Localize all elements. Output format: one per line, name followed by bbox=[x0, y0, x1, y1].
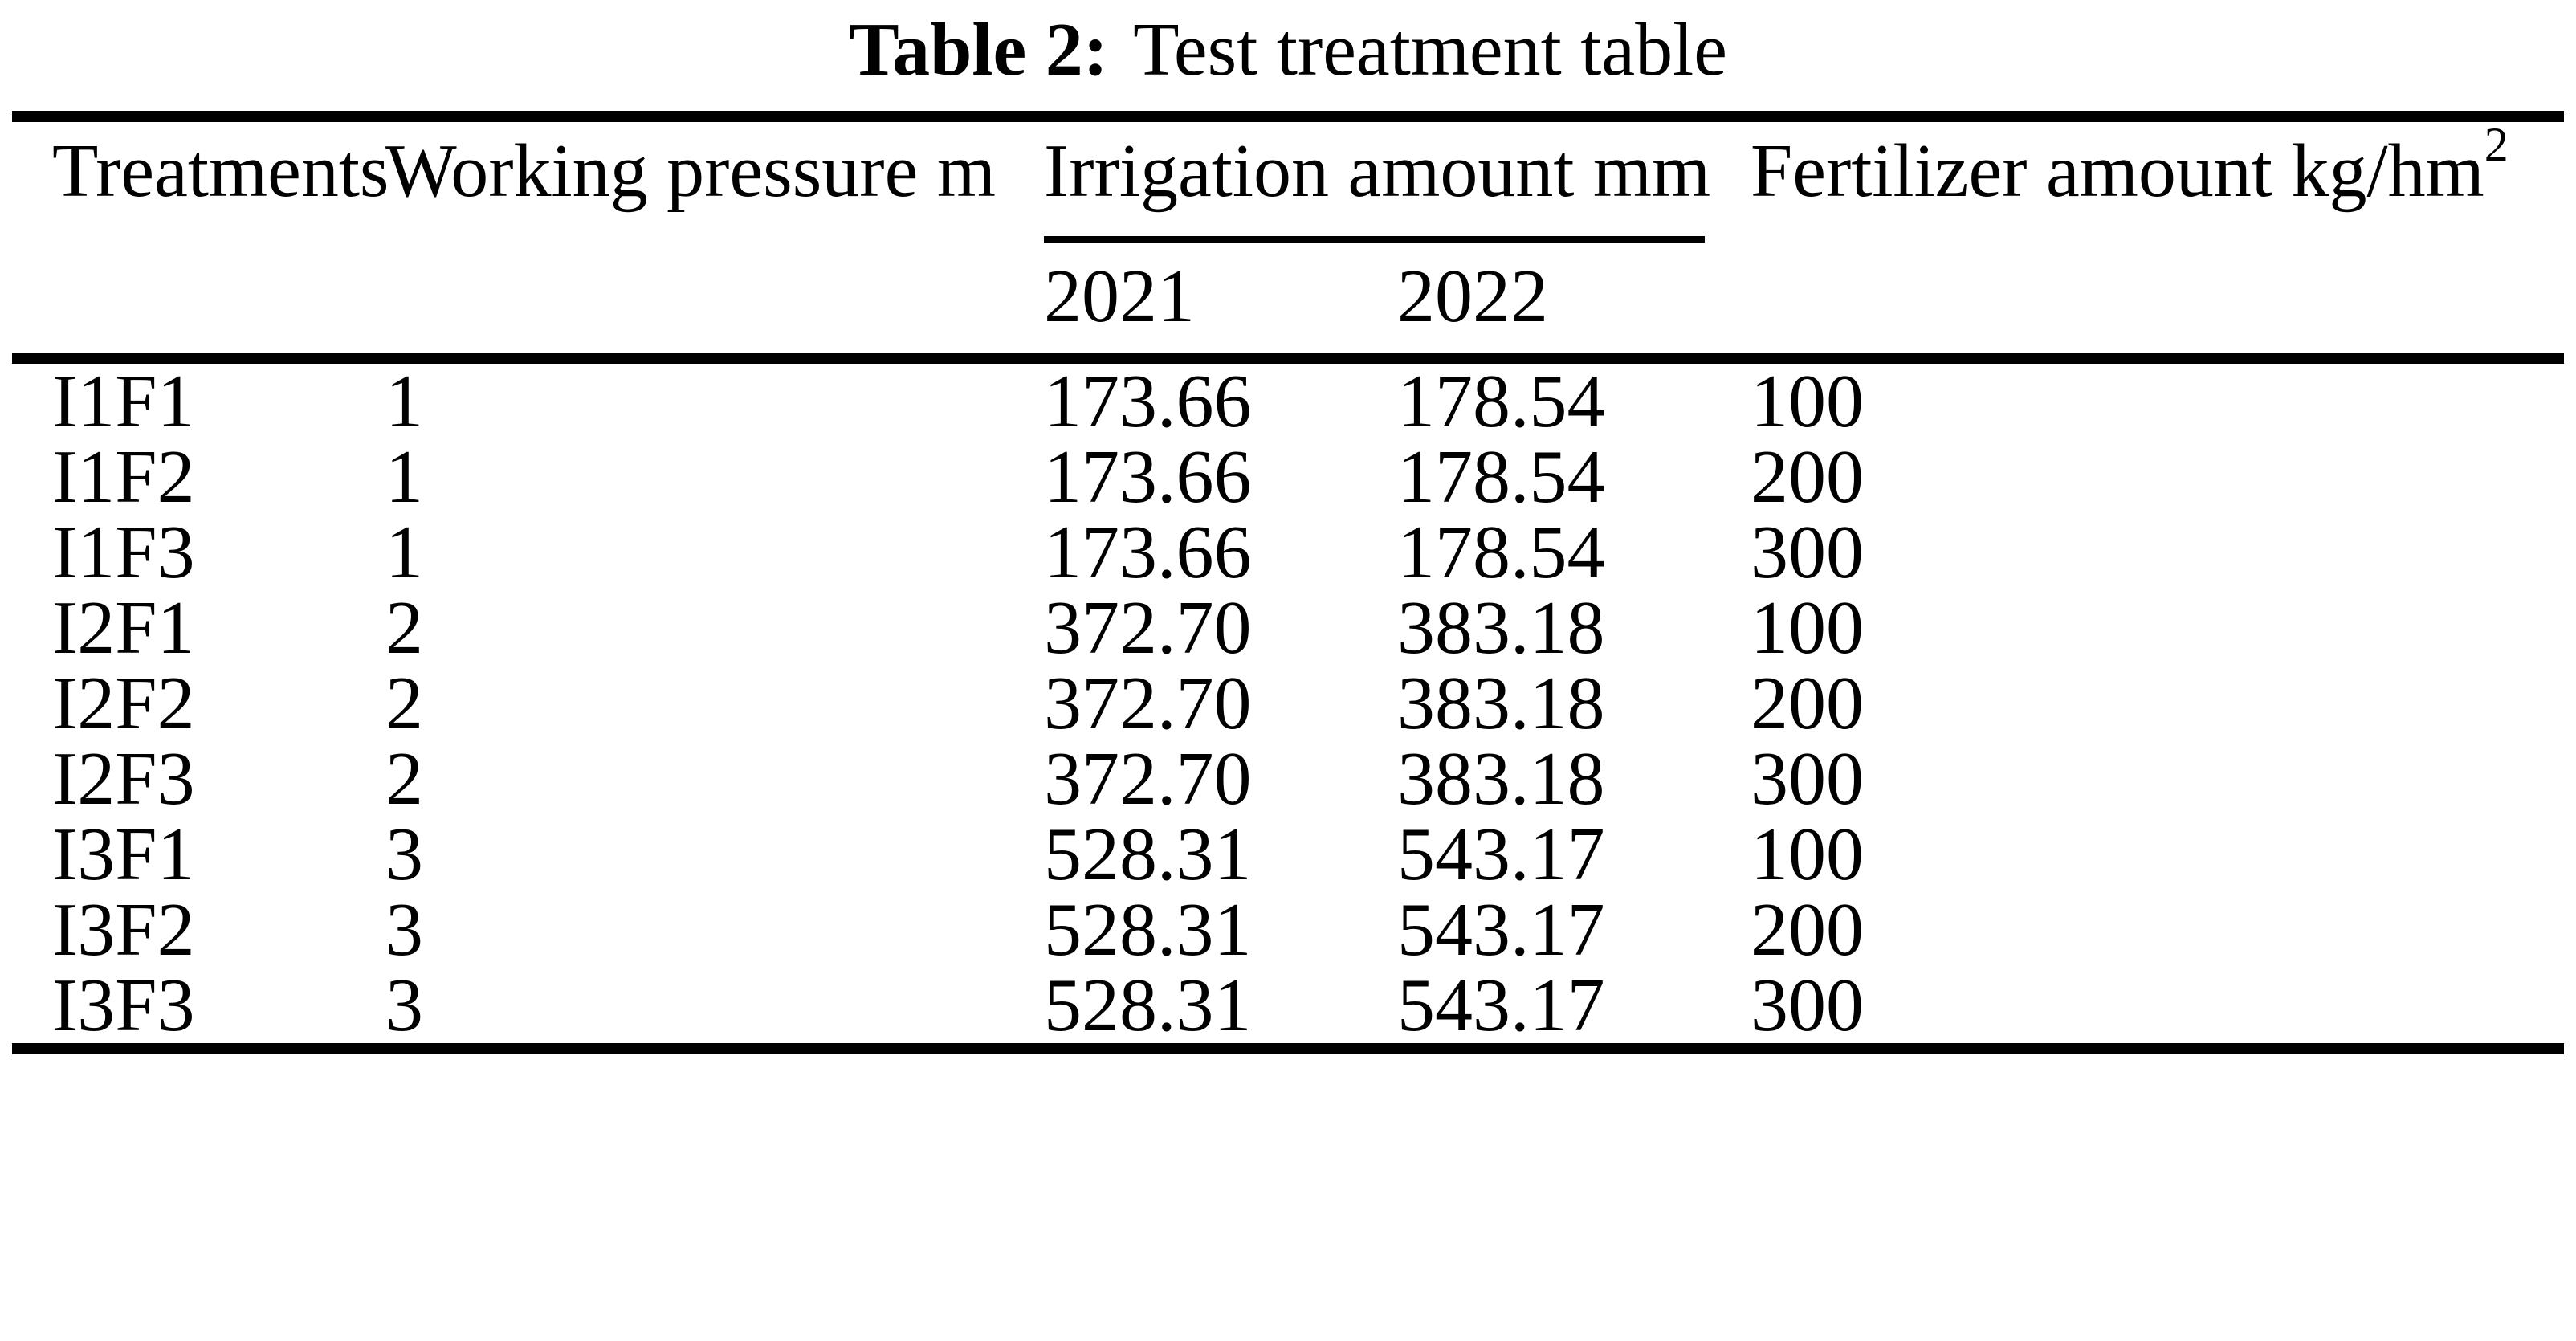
cell-pressure: 3 bbox=[385, 964, 423, 1047]
cell-treatment: I1F1 bbox=[12, 353, 385, 439]
cell-pressure: 1 bbox=[385, 511, 423, 594]
cell-fertilizer: 200 bbox=[1751, 888, 1865, 972]
cell-irrigation-2022: 383.18 bbox=[1397, 662, 1605, 745]
cell-irrigation-2021: 528.31 bbox=[1044, 888, 1252, 972]
irrigation-group-spanner: Irrigation amount mm bbox=[1044, 133, 1710, 243]
cell-treatment: I3F3 bbox=[52, 964, 195, 1047]
table-row: I3F3 3 528.31 543.17 300 bbox=[12, 968, 2564, 1049]
cell-treatment: I3F2 bbox=[52, 888, 195, 972]
fertilizer-unit-superscript: 2 bbox=[2484, 118, 2509, 171]
cell-pressure: 3 bbox=[385, 813, 423, 896]
treatment-table: Treatments Working pressure m Irrigation… bbox=[12, 111, 2564, 1054]
header-fertilizer-text: Fertilizer amount kg/hm bbox=[1751, 129, 2484, 213]
paper-table-page: Table 2: Test treatment table Treatments … bbox=[0, 5, 2576, 1054]
header-year-2021: 2021 bbox=[1044, 255, 1195, 338]
cell-fertilizer: 100 bbox=[1751, 353, 2564, 439]
cell-fertilizer: 300 bbox=[1751, 511, 1865, 594]
header-fertilizer: Fertilizer amount kg/hm2 bbox=[1751, 116, 2564, 359]
cell-irrigation-2022: 178.54 bbox=[1397, 511, 1605, 594]
cell-irrigation-2021: 372.70 bbox=[1044, 737, 1252, 821]
table-caption-text: Test treatment table bbox=[1133, 8, 1727, 92]
cell-treatment: I2F1 bbox=[52, 586, 195, 670]
cell-irrigation-2021: 173.66 bbox=[1044, 353, 1397, 439]
cell-fertilizer: 300 bbox=[1751, 737, 1865, 821]
cell-fertilizer: 100 bbox=[1751, 586, 1865, 670]
cell-irrigation-2022: 543.17 bbox=[1397, 813, 1605, 896]
cell-treatment: I2F2 bbox=[52, 662, 195, 745]
cell-irrigation-2022: 543.17 bbox=[1397, 888, 1605, 972]
table-row: I1F1 1 173.66 178.54 100 bbox=[12, 353, 2564, 439]
cell-irrigation-2022: 383.18 bbox=[1397, 586, 1605, 670]
header-treatments: Treatments bbox=[52, 129, 389, 213]
table-body: I1F1 1 173.66 178.54 100 I1F2 1 173.66 1… bbox=[12, 353, 2564, 1050]
table-caption: Table 2: Test treatment table bbox=[0, 5, 2576, 95]
cell-pressure: 1 bbox=[385, 353, 1044, 439]
cell-irrigation-2022: 178.54 bbox=[1397, 353, 1751, 439]
table-header: Treatments Working pressure m Irrigation… bbox=[12, 116, 2564, 359]
cell-fertilizer: 200 bbox=[1751, 662, 1865, 745]
cell-irrigation-2022: 178.54 bbox=[1397, 435, 1605, 519]
cell-fertilizer: 200 bbox=[1751, 435, 1865, 519]
cell-treatment: I3F1 bbox=[52, 813, 195, 896]
table-row: I1F2 1 173.66 178.54 200 bbox=[12, 439, 2564, 515]
header-year-2022: 2022 bbox=[1397, 255, 1548, 338]
cell-irrigation-2021: 528.31 bbox=[1044, 964, 1252, 1047]
header-working-pressure: Working pressure m bbox=[385, 129, 996, 213]
cell-treatment: I1F2 bbox=[52, 435, 195, 519]
cell-pressure: 2 bbox=[385, 662, 423, 745]
cell-pressure: 3 bbox=[385, 888, 423, 972]
table-row: I3F1 3 528.31 543.17 100 bbox=[12, 817, 2564, 892]
header-row-years: 2021 2022 bbox=[12, 243, 2564, 359]
cell-irrigation-2021: 528.31 bbox=[1044, 813, 1252, 896]
cell-irrigation-2022: 383.18 bbox=[1397, 737, 1605, 821]
cell-treatment: I2F3 bbox=[52, 737, 195, 821]
cell-irrigation-2021: 173.66 bbox=[1044, 511, 1252, 594]
table-row: I1F3 1 173.66 178.54 300 bbox=[12, 515, 2564, 590]
cell-irrigation-2021: 372.70 bbox=[1044, 586, 1252, 670]
cell-irrigation-2021: 173.66 bbox=[1044, 435, 1252, 519]
cell-pressure: 1 bbox=[385, 435, 423, 519]
cell-treatment: I1F3 bbox=[52, 511, 195, 594]
cell-fertilizer: 100 bbox=[1751, 813, 1865, 896]
cell-irrigation-2022: 543.17 bbox=[1397, 964, 1605, 1047]
header-row-main: Treatments Working pressure m Irrigation… bbox=[12, 116, 2564, 243]
table-row: I2F3 2 372.70 383.18 300 bbox=[12, 741, 2564, 817]
table-caption-number: Table 2: bbox=[849, 8, 1109, 92]
table-row: I2F2 2 372.70 383.18 200 bbox=[12, 666, 2564, 741]
cell-pressure: 2 bbox=[385, 737, 423, 821]
cell-pressure: 2 bbox=[385, 586, 423, 670]
table-row: I2F1 2 372.70 383.18 100 bbox=[12, 590, 2564, 666]
table-row: I3F2 3 528.31 543.17 200 bbox=[12, 892, 2564, 968]
cell-fertilizer: 300 bbox=[1751, 964, 1865, 1047]
header-irrigation-group: Irrigation amount mm bbox=[1044, 116, 1751, 243]
cell-irrigation-2021: 372.70 bbox=[1044, 662, 1252, 745]
